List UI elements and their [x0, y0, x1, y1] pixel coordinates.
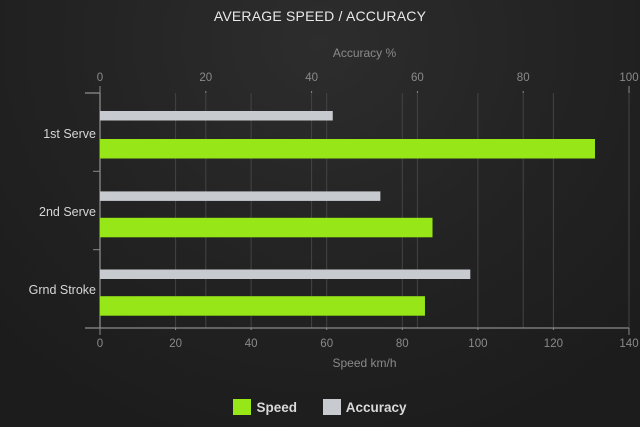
svg-text:0: 0 — [97, 72, 103, 84]
svg-text:80: 80 — [396, 338, 409, 350]
svg-text:60: 60 — [320, 338, 333, 350]
svg-text:40: 40 — [245, 338, 258, 350]
svg-text:140: 140 — [619, 338, 638, 350]
svg-text:40: 40 — [305, 72, 318, 84]
svg-text:20: 20 — [169, 338, 182, 350]
svg-text:60: 60 — [411, 72, 424, 84]
svg-text:20: 20 — [199, 72, 212, 84]
svg-text:80: 80 — [517, 72, 530, 84]
svg-text:100: 100 — [468, 338, 487, 350]
svg-text:100: 100 — [619, 72, 638, 84]
svg-text:0: 0 — [97, 338, 103, 350]
svg-text:120: 120 — [544, 338, 563, 350]
